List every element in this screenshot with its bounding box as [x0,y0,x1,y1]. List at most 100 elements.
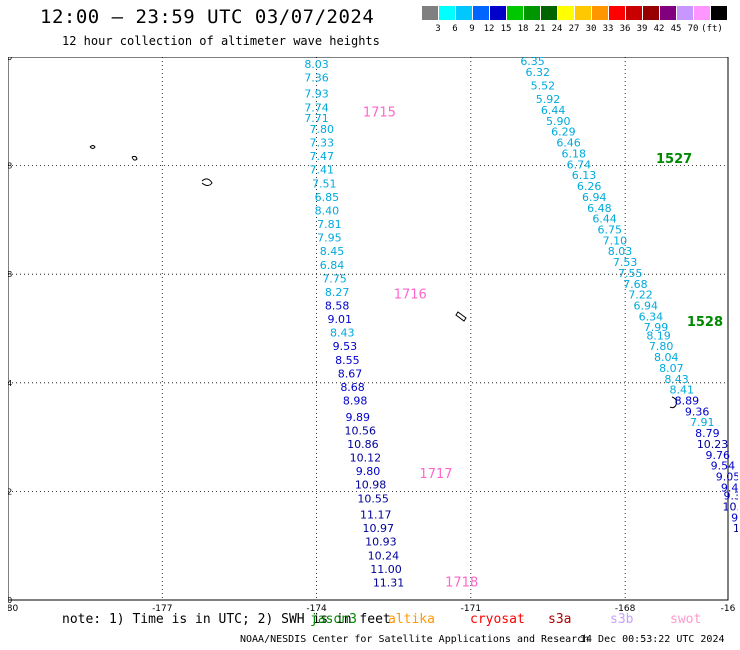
wave-height-label: 8.43 [330,327,355,340]
wave-height-label: 7.53 [613,256,638,269]
wave-height-label: 10.10 [733,522,738,535]
wave-height-label: 10.23 [697,438,729,451]
wave-height-label: 7.75 [322,272,347,285]
wave-height-label: 7.71 [304,112,329,125]
wave-height-label: 7.51 [312,177,337,190]
scale-label: 42 [653,24,665,34]
wave-height-label: 8.98 [343,395,368,408]
scale-swatch [490,6,506,20]
wave-height-label: 7.80 [309,123,334,136]
wave-height-label: 9.89 [345,411,370,424]
lat-tick-label: 30 [8,57,12,62]
scale-swatch [609,6,625,20]
wave-height-label: 7.55 [618,267,643,280]
scale-swatch [473,6,489,20]
wave-height-label: 6.94 [633,299,658,312]
scale-swatch [626,6,642,20]
scale-swatch [507,6,523,20]
lat-tick-label: 22 [8,487,12,496]
lon-tick-label: -174 [306,604,327,614]
wave-height-label: 9.36 [685,405,710,418]
wave-height-label: 7.99 [644,321,669,334]
wave-height-label: 7.95 [317,232,342,245]
wave-height-label: 6.75 [597,223,622,236]
scale-swatch [541,6,557,20]
wave-height-label: 6.94 [582,191,607,204]
wave-height-label: 8.79 [695,427,720,440]
wave-height-label: 8.43 [664,373,689,386]
scale-swatch [677,6,693,20]
footer-note: note: 1) Time is in UTC; 2) SWH is in fe… [62,612,391,627]
track-id-label: 1717 [419,467,452,482]
wave-height-label: 10.55 [357,492,389,505]
scale-label: 18 [517,24,529,34]
wave-height-label: 7.47 [309,150,334,163]
wave-height-label: 9.01 [327,313,352,326]
mission-s3a: s3a [548,612,572,627]
wave-height-label: 7.81 [317,218,342,231]
scale-label: 70 [687,24,699,34]
scale-swatch [524,6,540,20]
wave-height-label: 10.12 [350,452,382,465]
wave-height-label: 6.13 [572,169,597,182]
wave-height-label: 6.34 [639,310,664,323]
scale-label: 9 [469,24,475,34]
wave-height-label: 5.52 [531,80,556,93]
lat-tick-label: 28 [8,162,12,171]
wave-height-label: 8.41 [669,384,694,397]
wave-height-label: 10.56 [345,424,377,437]
island-outline [89,145,96,149]
wave-height-label: 9.54 [711,460,736,473]
scale-label: 45 [670,24,682,34]
scale-label: 27 [568,24,580,34]
scale-label: 15 [500,24,512,34]
wave-height-label: 8.58 [325,299,350,312]
wave-height-label: 7.80 [649,340,674,353]
lon-tick-label: -177 [152,604,172,614]
map-subtitle: 12 hour collection of altimeter wave hei… [62,34,380,48]
wave-height-label: 8.07 [659,362,684,375]
track-id-label: 1527 [656,152,692,167]
wave-height-label: 8.68 [340,381,365,394]
wave-height-label: 7.22 [628,289,653,302]
lon-tick-label: -171 [461,604,481,614]
wave-height-label: 11.17 [360,509,392,522]
wave-height-label: 10.30 [723,500,738,513]
wave-height-label: 8.40 [315,204,340,217]
wave-height-label: 5.92 [536,93,561,106]
wave-height-label: 10.93 [365,536,397,549]
wave-height-label: 8.45 [320,245,345,258]
wave-height-label: 9.05 [716,471,738,484]
wave-height-label: 8.67 [338,367,363,380]
scale-swatch [592,6,608,20]
scale-label: 3 [435,24,441,34]
lon-tick-label: -180 [8,604,18,614]
wave-height-label: 10.86 [347,438,379,451]
scale-label: 24 [551,24,563,34]
scale-label: 33 [602,24,614,34]
map-title: 12:00 – 23:59 UTC 03/07/2024 [40,6,375,28]
wave-height-label: 9.80 [356,465,381,478]
lat-tick-label: 28 [8,270,12,279]
scale-swatch [575,6,591,20]
wave-height-label: 6.74 [567,158,592,171]
scale-label: 6 [452,24,458,34]
wave-height-label: 8.04 [654,351,679,364]
wave-height-label: 8.03 [304,58,329,71]
scale-swatch [558,6,574,20]
wave-height-label: 10.98 [355,479,387,492]
wave-height-label: 9.29 [731,511,738,524]
wave-height-label: 8.55 [335,354,360,367]
scale-label: 36 [619,24,631,34]
scale-label: 12 [483,24,495,34]
wave-height-label: 10.24 [368,549,400,562]
wave-height-label: 6.26 [577,180,602,193]
wave-height-label: 7.74 [304,101,329,114]
wave-height-label: 6.44 [592,213,617,226]
wave-height-label: 11.00 [370,563,402,576]
scale-swatch [643,6,659,20]
mission-s3b: s3b [610,612,634,627]
wave-height-label: 7.93 [304,88,329,101]
lon-tick-label: -16 [721,604,736,614]
island-outline [201,178,213,186]
